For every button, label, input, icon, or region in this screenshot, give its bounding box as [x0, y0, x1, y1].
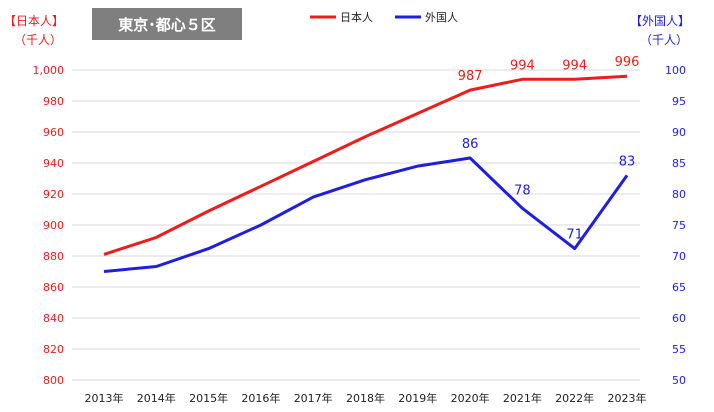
right-axis-title: 【外国人】 [630, 14, 690, 28]
x-axis-tick-label: 2013年 [85, 391, 124, 405]
left-axis-tick-label: 940 [43, 157, 64, 170]
left-axis-tick-label: 800 [43, 374, 64, 387]
left-axis-tick-label: 920 [43, 188, 64, 201]
x-axis-tick-label: 2014年 [137, 391, 176, 405]
right-axis-tick-label: 85 [672, 157, 686, 170]
right-axis-tick-label: 80 [672, 188, 686, 201]
right-axis-tick-label: 55 [672, 343, 686, 356]
x-axis-tick-label: 2015年 [189, 391, 228, 405]
x-axis-tick-label: 2021年 [503, 391, 542, 405]
right-axis-tick-label: 50 [672, 374, 686, 387]
left-axis-tick-label: 960 [43, 126, 64, 139]
data-label-foreign: 83 [619, 154, 636, 169]
left-axis-title: 【日本人】 [4, 14, 64, 28]
x-axis-tick-label: 2023年 [608, 391, 647, 405]
left-axis-tick-label: 860 [43, 281, 64, 294]
left-axis-tick-label: 820 [43, 343, 64, 356]
data-label-japanese: 996 [615, 55, 640, 70]
x-axis-tick-label: 2019年 [398, 391, 437, 405]
left-axis-unit: （千人） [14, 33, 62, 47]
right-axis-tick-label: 70 [672, 250, 686, 263]
legend-label-foreign: 外国人 [425, 11, 458, 24]
right-axis-unit: （千人） [640, 33, 688, 47]
data-label-foreign: 71 [566, 228, 583, 243]
legend-label-japanese: 日本人 [340, 10, 373, 24]
x-axis-tick-label: 2016年 [241, 391, 280, 405]
series-line-foreign [103, 156, 629, 273]
left-axis-tick-label: 1,000 [33, 64, 65, 77]
right-axis-tick-label: 75 [672, 219, 686, 232]
x-axis-tick-label: 2022年 [555, 391, 594, 405]
data-label-japanese: 994 [510, 58, 535, 73]
chart-title: 東京･都心５区 [92, 8, 242, 40]
x-axis-tick-label: 2020年 [451, 391, 490, 405]
data-label-japanese: 987 [458, 69, 483, 84]
right-axis-tick-label: 60 [672, 312, 686, 325]
data-label-foreign: 86 [462, 137, 479, 152]
series-line-japanese [103, 74, 628, 256]
x-axis-tick-label: 2017年 [294, 391, 333, 405]
right-axis-tick-label: 90 [672, 126, 686, 139]
left-axis-tick-label: 880 [43, 250, 64, 263]
right-axis-tick-label: 100 [665, 64, 686, 77]
right-axis-tick-label: 65 [672, 281, 686, 294]
right-axis-tick-label: 95 [672, 95, 686, 108]
left-axis-tick-label: 840 [43, 312, 64, 325]
left-axis-tick-label: 900 [43, 219, 64, 232]
data-label-foreign: 78 [514, 183, 531, 198]
left-axis-tick-label: 980 [43, 95, 64, 108]
data-label-japanese: 994 [562, 58, 587, 73]
x-axis-tick-label: 2018年 [346, 391, 385, 405]
